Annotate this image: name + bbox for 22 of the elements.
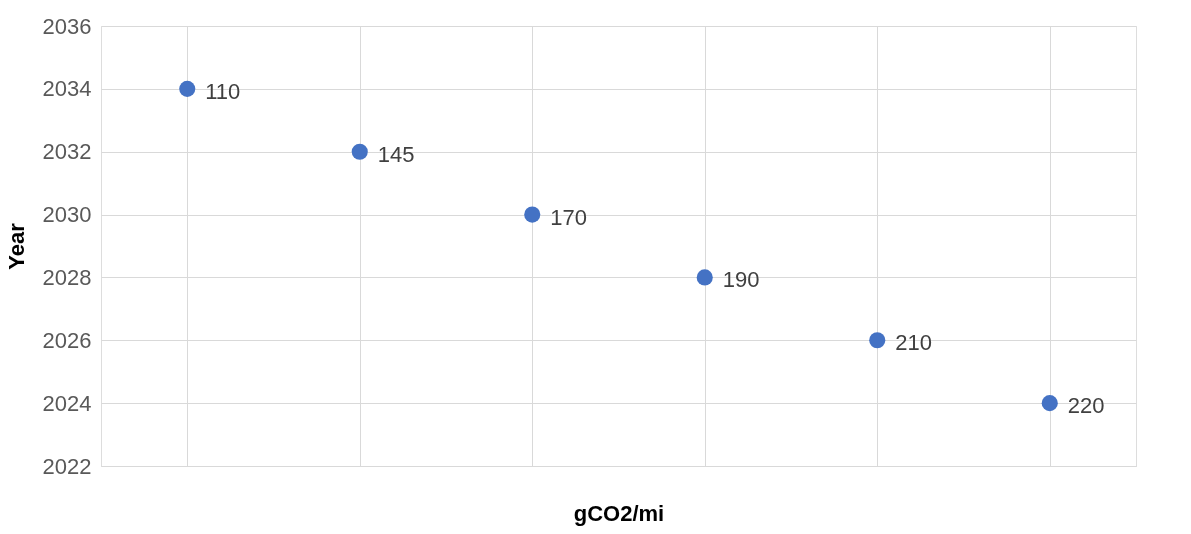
y-tick-label: 2024 <box>42 390 92 416</box>
annotation: 190 <box>722 267 760 293</box>
point <box>179 80 196 97</box>
y-tick-label: 2032 <box>42 139 92 165</box>
point <box>869 332 886 349</box>
y-tick-label: 2030 <box>42 202 92 228</box>
annotation: 210 <box>895 330 932 356</box>
annotation: 170 <box>550 204 587 230</box>
y-tick-label: 2026 <box>42 327 92 353</box>
annotation: 110 <box>205 78 241 104</box>
y-tick-label: 2034 <box>42 76 92 102</box>
point <box>524 206 541 223</box>
y-tick-label: 2022 <box>42 453 92 479</box>
point <box>696 269 713 286</box>
y-tick-label: 2028 <box>42 264 92 290</box>
annotation: 145 <box>377 141 415 167</box>
y-tick-label: 2036 <box>42 13 92 39</box>
point <box>1041 395 1058 412</box>
y-axis-title: Year <box>3 222 29 270</box>
x-axis-title: gCO2/mi <box>573 500 665 526</box>
annotation: 220 <box>1067 393 1105 419</box>
point <box>351 143 368 160</box>
